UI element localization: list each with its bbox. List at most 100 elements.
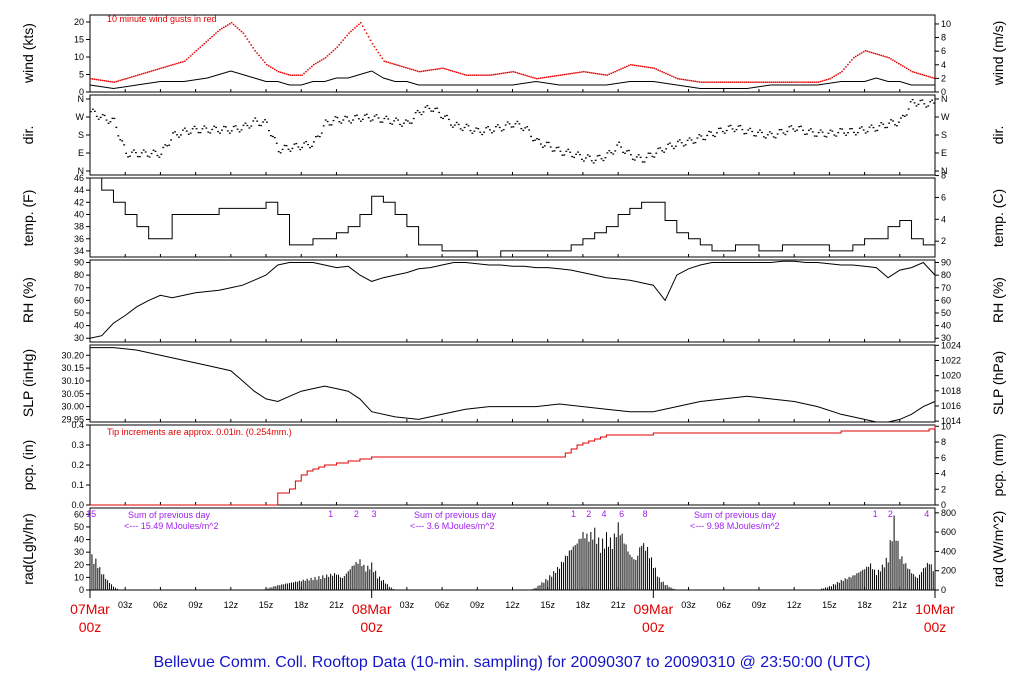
- pcp-frame: [89, 424, 936, 506]
- wind-gust-point: [708, 81, 710, 83]
- wind-gust-point: [581, 71, 583, 73]
- wind-gust-point: [115, 80, 118, 83]
- wind-gust-point: [886, 56, 888, 58]
- wind-gust-point: [526, 75, 528, 77]
- dir-point: [678, 139, 681, 141]
- dir-point: [172, 132, 174, 134]
- wind-gust-point: [520, 73, 523, 75]
- dir-point: [148, 156, 151, 158]
- wind-gust-point: [209, 37, 211, 40]
- dir-point: [538, 138, 540, 141]
- wind-ltick-label: 15: [74, 35, 84, 45]
- dir-point: [804, 133, 806, 136]
- dir-point: [815, 135, 818, 137]
- dir-point: [733, 130, 736, 133]
- dir-point: [657, 147, 660, 150]
- dir-rtick-label: E: [941, 148, 947, 158]
- dir-rtick-label: S: [941, 130, 947, 140]
- dir-point: [903, 115, 906, 117]
- dir-point: [721, 130, 724, 133]
- rad-sunshine-mark: 1: [328, 509, 333, 519]
- dir-point: [882, 123, 885, 125]
- wind-gust-point: [931, 76, 933, 79]
- dir-point: [845, 134, 847, 136]
- wind-gust-point: [266, 64, 268, 66]
- dir-point: [105, 119, 108, 121]
- dir-point: [743, 133, 746, 135]
- dir-point: [741, 128, 744, 131]
- wind-annotation: 10 minute wind gusts in red: [107, 14, 217, 24]
- dir-point: [107, 122, 110, 124]
- wind-gust-point: [851, 59, 853, 61]
- temp-rtick-label: 8: [941, 171, 946, 181]
- dir-point: [772, 136, 775, 138]
- wind-gust-point: [363, 29, 366, 31]
- dir-point: [518, 123, 521, 125]
- rad-sunshine-mark: 4: [924, 509, 929, 519]
- wind-gust-point: [316, 61, 319, 64]
- dir-point: [197, 131, 200, 134]
- dir-point: [739, 124, 742, 127]
- dir-point: [416, 109, 419, 112]
- dir-point: [183, 127, 186, 129]
- wind-gust-point: [733, 81, 736, 83]
- dir-point: [598, 154, 601, 157]
- dir-point: [262, 121, 264, 123]
- dir-point: [125, 152, 128, 154]
- slp-rtick-label: 1024: [941, 340, 961, 350]
- dir-point: [211, 128, 214, 131]
- dir-point: [99, 116, 102, 119]
- dir-point: [348, 120, 351, 122]
- rh-ltick-label: 30: [74, 333, 84, 343]
- wind-gust-point: [412, 69, 415, 71]
- dir-point: [399, 123, 401, 126]
- wind-gust-point: [248, 41, 251, 43]
- wind-gust-point: [174, 63, 176, 65]
- pcp-ltick-label: 0.4: [71, 420, 84, 430]
- dir-point: [628, 149, 630, 152]
- x-day-date: 09Mar: [633, 601, 673, 617]
- dir-point: [150, 152, 153, 155]
- wind-gust-point: [383, 60, 386, 62]
- wind-gust-point: [635, 64, 638, 67]
- wind-gust-point: [896, 61, 898, 64]
- x-hour-label: 12z: [787, 600, 802, 610]
- slp-ltick-label: 30.15: [61, 363, 84, 373]
- dir-point: [428, 107, 431, 110]
- wind-gust-point: [469, 74, 472, 76]
- wind-gust-point: [193, 51, 196, 54]
- wind-gust-point: [338, 44, 341, 46]
- dir-ltick-label: E: [78, 148, 84, 158]
- dir-point: [651, 155, 654, 158]
- slp-rtick-label: 1016: [941, 401, 961, 411]
- wind-gust-point: [361, 25, 364, 27]
- wind-gust-point: [628, 64, 630, 67]
- dir-point: [798, 126, 801, 128]
- wind-gust-point: [827, 78, 830, 80]
- wind-gust-point: [829, 77, 832, 80]
- dir-point: [377, 117, 380, 119]
- rh-line: [89, 260, 936, 339]
- dir-point: [837, 131, 840, 134]
- wind-gust-point: [729, 81, 732, 83]
- dir-point: [516, 120, 519, 123]
- wind-gust-point: [252, 47, 254, 49]
- dir-point: [432, 110, 435, 112]
- dir-point: [522, 129, 525, 132]
- dir-point: [213, 125, 216, 127]
- wind-gust-point: [322, 58, 325, 60]
- wind-gust-point: [641, 65, 644, 68]
- wind-gust-point: [95, 78, 98, 81]
- dir-point: [770, 132, 773, 135]
- wind-gust-point: [870, 51, 873, 54]
- wind-gust-point: [723, 81, 726, 83]
- dir-point: [115, 126, 118, 129]
- dir-point: [716, 132, 718, 134]
- dir-point: [414, 112, 417, 114]
- wind-gust-point: [534, 77, 536, 79]
- rad-ltick-label: 50: [74, 522, 84, 532]
- dir-point: [166, 145, 169, 147]
- dir-point: [539, 143, 542, 145]
- wind-gust-point: [113, 81, 116, 83]
- dir-point: [584, 157, 587, 159]
